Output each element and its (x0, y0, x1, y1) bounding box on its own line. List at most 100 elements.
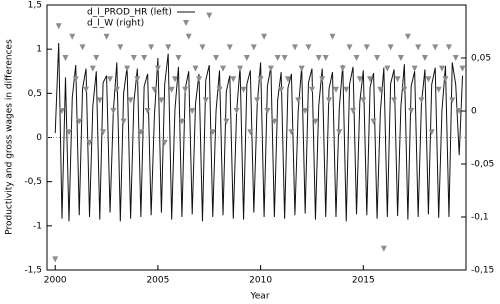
marker (58, 108, 65, 114)
marker (438, 65, 445, 72)
marker (452, 55, 459, 61)
marker (384, 65, 391, 72)
marker (144, 108, 151, 114)
y-tick-label: 1 (36, 45, 42, 55)
marker (254, 97, 261, 104)
marker (391, 97, 398, 104)
marker (182, 86, 189, 93)
marker (319, 76, 326, 83)
marker (278, 86, 285, 93)
marker (421, 55, 428, 61)
marker (247, 129, 254, 136)
marker (209, 129, 216, 136)
marker (363, 44, 370, 51)
marker (356, 76, 363, 83)
marker (199, 44, 206, 51)
marker (243, 55, 250, 61)
marker (134, 76, 141, 83)
marker (445, 44, 452, 51)
y2-tick-label: 0,05 (471, 54, 491, 64)
marker (442, 76, 449, 83)
marker (411, 65, 418, 72)
marker (308, 86, 315, 93)
marker (456, 108, 463, 114)
marker (202, 97, 209, 104)
marker (55, 23, 62, 30)
marker (86, 139, 93, 146)
marker (415, 44, 422, 51)
marker (141, 55, 148, 61)
marker (165, 44, 172, 51)
marker (264, 108, 271, 114)
x-tick-label: 2000 (44, 276, 67, 286)
marker (295, 97, 302, 104)
marker (432, 44, 439, 51)
y-tick-label: -1,5 (24, 266, 42, 276)
marker (158, 97, 165, 104)
data-line (54, 42, 464, 222)
marker (377, 86, 384, 93)
marker (192, 65, 199, 72)
marker (397, 55, 404, 61)
y2-tick-label: -0,15 (471, 266, 494, 276)
marker (237, 65, 244, 72)
marker (315, 55, 322, 61)
marker (161, 139, 168, 146)
marker (298, 65, 305, 72)
marker (332, 86, 339, 93)
y-tick-label: 0,5 (28, 89, 42, 99)
y-tick-label: 0 (36, 133, 42, 143)
marker (267, 65, 274, 72)
marker (250, 44, 257, 51)
marker (103, 33, 110, 40)
marker (288, 129, 295, 136)
marker (206, 12, 213, 19)
marker (113, 86, 120, 93)
marker (435, 86, 442, 93)
marker (326, 97, 333, 104)
marker (178, 118, 185, 125)
marker (213, 55, 220, 61)
marker (124, 65, 131, 72)
marker (52, 256, 59, 263)
marker (137, 129, 144, 136)
y2-tick-label: -0,1 (471, 213, 489, 223)
marker (322, 55, 329, 61)
marker (408, 108, 415, 114)
marker (233, 108, 240, 114)
marker (185, 33, 192, 40)
marker (380, 245, 387, 252)
marker (404, 33, 411, 40)
marker (69, 33, 76, 40)
marker (360, 97, 367, 104)
marker (100, 129, 107, 136)
marker (274, 55, 281, 61)
marker (65, 129, 72, 136)
marker (226, 44, 233, 51)
marker (175, 55, 182, 61)
marker (302, 108, 309, 114)
marker (93, 55, 100, 61)
legend-label: d_l_PROD_HR (left) (87, 8, 172, 18)
marker (127, 97, 134, 104)
marker (425, 76, 432, 83)
marker (62, 55, 69, 61)
y2-tick-label: 0 (471, 107, 477, 117)
marker (240, 86, 247, 93)
marker (195, 76, 202, 83)
marker (353, 55, 360, 61)
legend-swatch (183, 20, 189, 26)
marker (370, 118, 377, 125)
marker (428, 129, 435, 136)
y-tick-label: 1,5 (28, 1, 42, 11)
marker (148, 44, 155, 51)
marker (271, 118, 278, 125)
x-tick-label: 2015 (352, 276, 375, 286)
marker (96, 97, 103, 104)
marker (130, 55, 137, 61)
marker (223, 118, 230, 125)
marker (117, 44, 124, 51)
x-tick-label: 2010 (249, 276, 272, 286)
